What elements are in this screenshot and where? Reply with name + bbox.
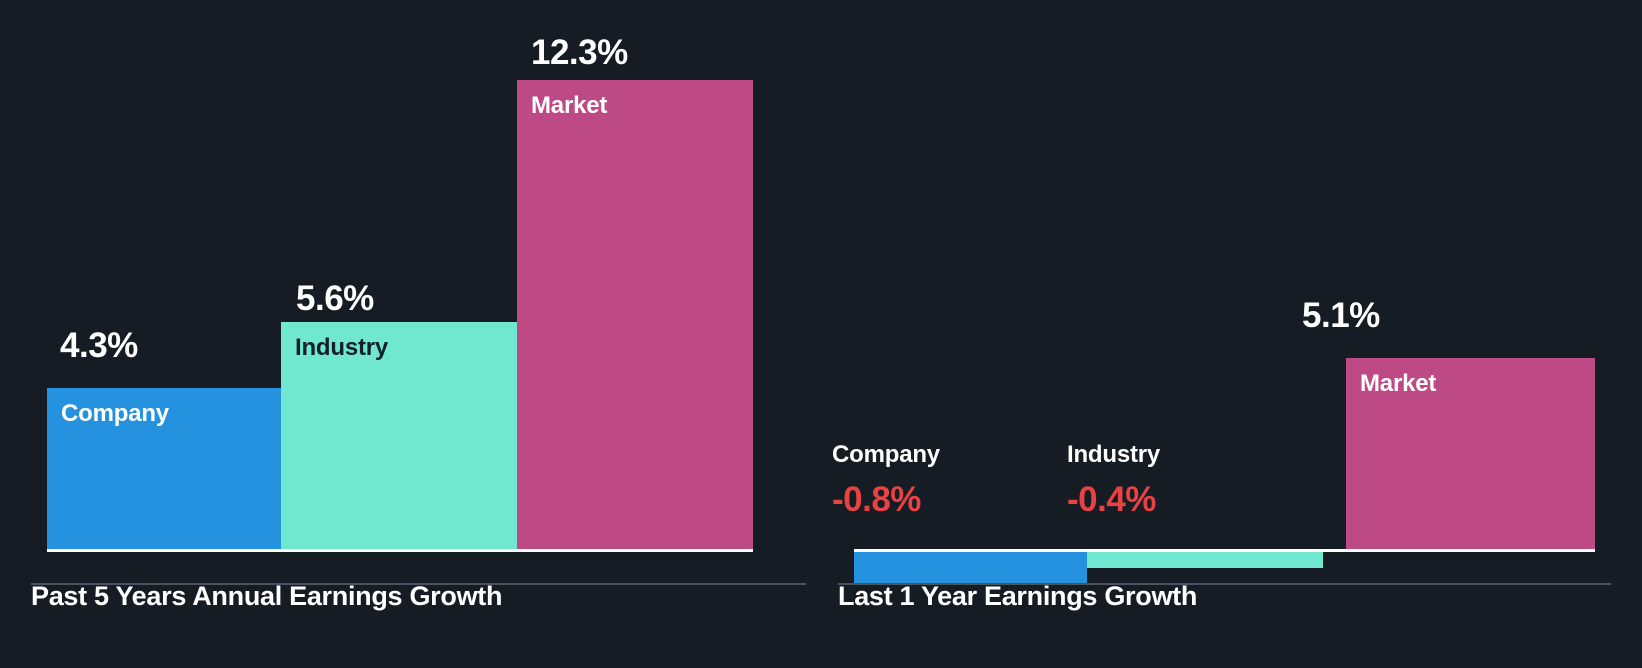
value-label-company: 4.3%: [60, 326, 138, 365]
bar-industry[interactable]: [1087, 552, 1323, 568]
value-label-industry: 5.6%: [296, 279, 374, 318]
bar-label-industry: Industry: [1067, 441, 1161, 468]
plot-area-left: Company 4.3% Industry 5.6% Market 12.3%: [0, 0, 806, 584]
value-label-company: -0.8%: [832, 480, 921, 519]
bar-label-market: Market: [531, 92, 608, 119]
panel-title-past-5-years: Past 5 Years Annual Earnings Growth: [31, 581, 503, 611]
bar-market[interactable]: Market: [1346, 358, 1595, 549]
bar-market[interactable]: Market: [517, 80, 753, 549]
bar-label-industry: Industry: [295, 334, 389, 361]
panel-divider: [31, 583, 806, 585]
plot-area-right: Company -0.8% Industry -0.4% Market 5.1%: [832, 0, 1642, 584]
zero-baseline: [854, 549, 1595, 552]
bar-industry[interactable]: Industry: [281, 322, 517, 549]
bar-label-market: Market: [1360, 370, 1437, 397]
zero-baseline: [47, 549, 753, 552]
panel-divider: [838, 583, 1611, 585]
bar-company[interactable]: Company: [47, 388, 281, 549]
panel-past-5-years: Company 4.3% Industry 5.6% Market 12.3% …: [0, 0, 806, 668]
panel-title-last-1-year: Last 1 Year Earnings Growth: [838, 581, 1198, 611]
bar-label-company: Company: [832, 441, 940, 468]
value-label-industry: -0.4%: [1067, 480, 1156, 519]
bar-label-company: Company: [61, 400, 169, 427]
value-label-market: 5.1%: [1302, 296, 1380, 335]
bar-company[interactable]: [854, 552, 1087, 583]
value-label-market: 12.3%: [531, 33, 628, 72]
panel-last-1-year: Company -0.8% Industry -0.4% Market 5.1%…: [832, 0, 1642, 668]
